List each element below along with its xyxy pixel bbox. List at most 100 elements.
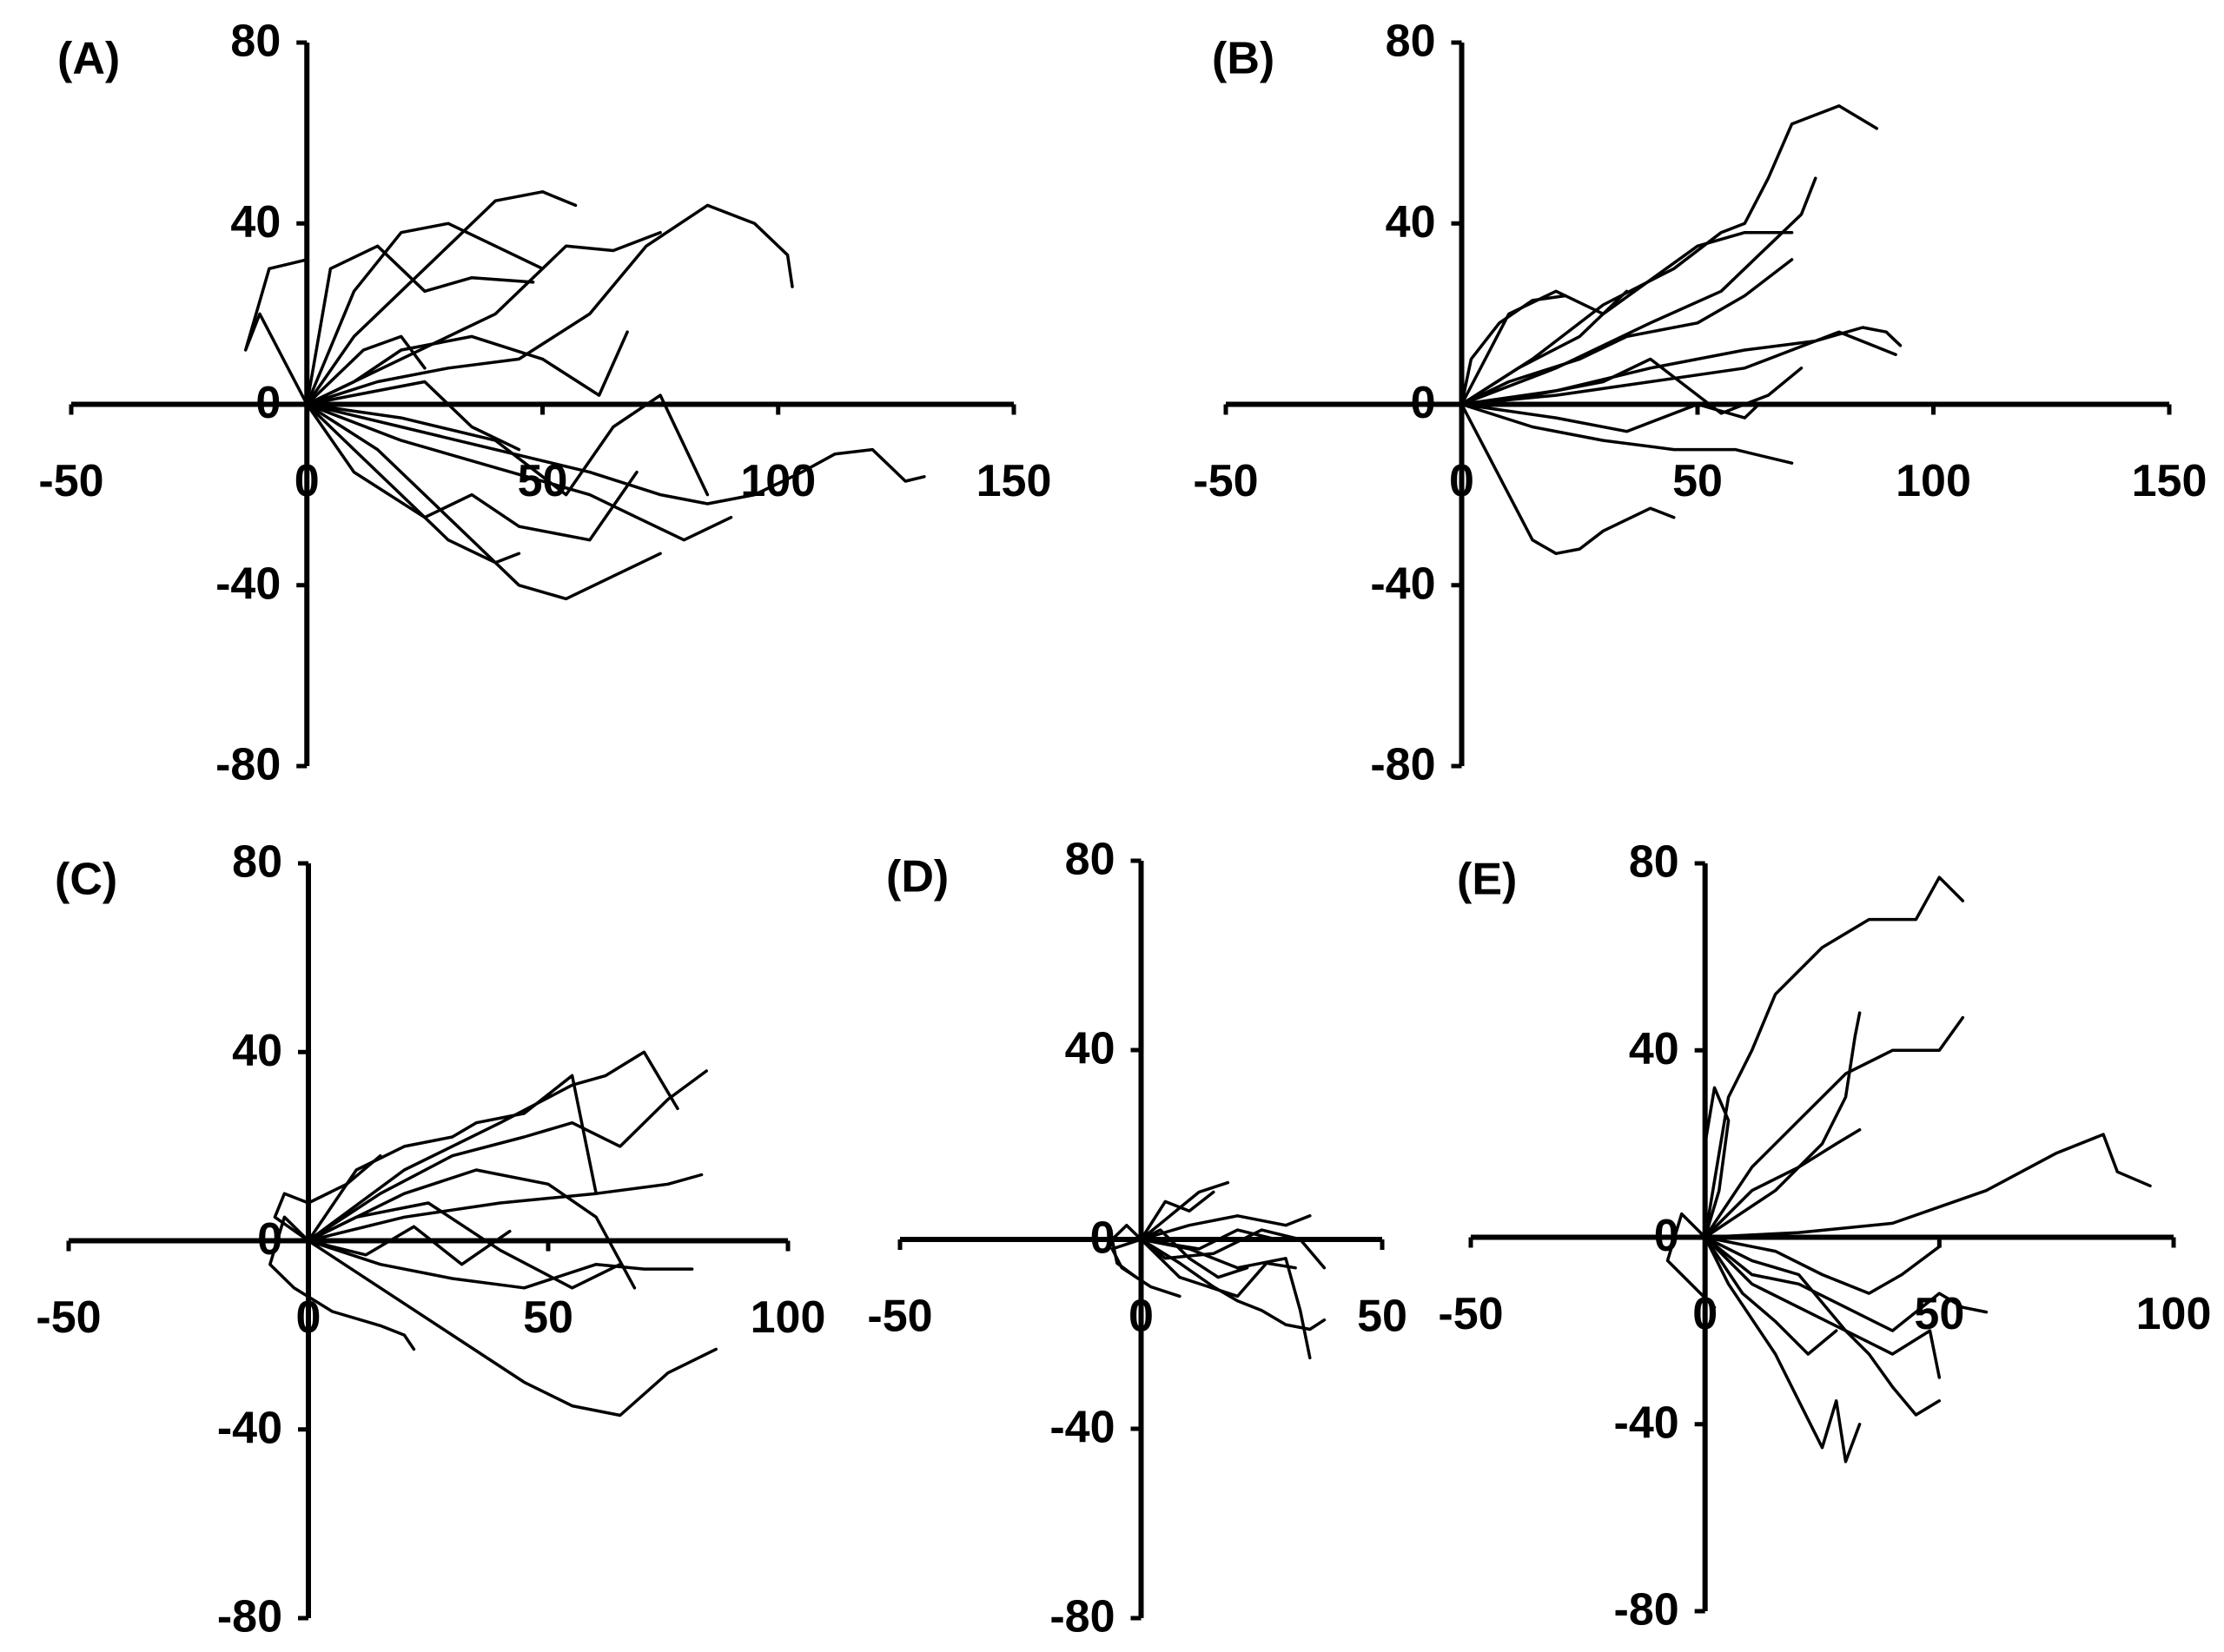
track (1460, 330, 1897, 406)
track (1460, 258, 1794, 406)
track (307, 1201, 622, 1290)
x-tick-label: 50 (1914, 1289, 1964, 1339)
y-tick-label: 80 (1629, 837, 1679, 888)
y-tick-label: 0 (1411, 378, 1436, 428)
y-tick-label: 0 (1654, 1211, 1679, 1261)
track (305, 402, 662, 601)
track (305, 402, 926, 506)
y-tick-label: -80 (1614, 1585, 1679, 1635)
track (243, 258, 309, 406)
track (1460, 402, 1761, 433)
y-tick-label: -80 (1370, 740, 1435, 790)
track (305, 203, 794, 406)
track (1460, 230, 1794, 406)
x-tick-label: -50 (38, 456, 103, 506)
track (305, 244, 535, 406)
track (307, 1239, 718, 1417)
y-tick-label: -40 (217, 1403, 282, 1453)
track (1703, 1235, 1942, 1295)
track (1703, 1235, 1838, 1356)
y-tick-label: 0 (257, 1214, 282, 1265)
x-tick-label: 100 (740, 456, 816, 506)
track (1139, 1180, 1230, 1241)
y-tick-label: 40 (1629, 1024, 1679, 1074)
track (1139, 1228, 1327, 1270)
y-tick-label: -80 (217, 1592, 282, 1642)
y-tick-label: 80 (230, 17, 281, 67)
track (1139, 1238, 1297, 1298)
track (1703, 1235, 1942, 1379)
track (1703, 876, 1965, 1239)
y-tick-label: 80 (232, 837, 282, 888)
y-tick-label: -40 (1049, 1403, 1115, 1453)
track (307, 1050, 679, 1243)
track (268, 1215, 416, 1351)
track (1460, 326, 1903, 406)
track (305, 402, 639, 542)
y-tick-label: 40 (232, 1026, 282, 1076)
y-tick-label: 0 (255, 378, 281, 428)
track (307, 1239, 694, 1290)
track (305, 393, 710, 497)
x-tick-label: 0 (295, 456, 320, 506)
track (305, 221, 545, 406)
panel-label: (D) (886, 852, 949, 902)
x-tick-label: 0 (1449, 456, 1474, 506)
track (305, 380, 521, 452)
panel: -80 -40 0 40 80 -50 0 50 100 150 (A) (38, 17, 1051, 790)
y-tick-label: 40 (230, 197, 281, 248)
x-tick-label: 0 (1692, 1289, 1718, 1339)
x-tick-label: 150 (2132, 456, 2207, 506)
x-tick-label: 150 (976, 456, 1052, 506)
track (1460, 294, 1567, 406)
track (305, 190, 578, 406)
x-tick-label: 100 (1896, 456, 1971, 506)
track (1460, 289, 1629, 406)
x-tick-label: 50 (523, 1292, 573, 1343)
y-tick-label: 40 (1386, 197, 1436, 248)
track (307, 1168, 637, 1290)
track (1139, 1214, 1312, 1241)
track (1460, 104, 1879, 406)
track (307, 1225, 512, 1266)
y-tick-label: -80 (215, 740, 281, 790)
y-tick-label: -40 (215, 558, 281, 609)
x-tick-label: 50 (518, 456, 568, 506)
x-tick-label: -50 (1438, 1289, 1503, 1339)
x-tick-label: 0 (296, 1292, 321, 1343)
y-tick-label: -40 (1614, 1398, 1679, 1448)
track (1703, 1235, 1989, 1332)
track (1703, 1235, 1862, 1464)
track (1460, 357, 1804, 415)
y-tick-label: 80 (1065, 835, 1115, 885)
track (1460, 402, 1794, 465)
track (307, 1074, 598, 1243)
y-tick-label: 0 (1090, 1213, 1115, 1264)
x-tick-label: 100 (2136, 1289, 2212, 1339)
track (1665, 1212, 1717, 1309)
panel: -80 -40 0 40 80 -50 0 50 100 150 (B) (1193, 17, 2207, 790)
y-tick-label: -80 (1049, 1592, 1115, 1642)
x-tick-label: -50 (867, 1292, 932, 1342)
track (1703, 1086, 1731, 1239)
track (307, 1069, 708, 1243)
track (1703, 1015, 1965, 1239)
track (1139, 1228, 1249, 1279)
x-tick-label: -50 (36, 1292, 101, 1343)
track (305, 402, 733, 542)
track (305, 230, 662, 406)
track (305, 330, 629, 406)
panel: -80 -40 0 40 80 -50 0 50 (D) (867, 835, 1407, 1642)
panel-label: (B) (1212, 34, 1274, 84)
x-tick-label: 50 (1672, 456, 1723, 506)
x-tick-label: 50 (1357, 1292, 1407, 1342)
track (307, 1173, 704, 1243)
track (273, 1153, 382, 1243)
x-tick-label: 0 (1129, 1292, 1154, 1342)
track (1139, 1238, 1327, 1332)
panel-label: (C) (55, 855, 117, 905)
y-tick-label: 40 (1065, 1024, 1115, 1074)
panel: -80 -40 0 40 80 -50 0 50 100 (E) (1438, 837, 2211, 1635)
x-tick-label: -50 (1193, 456, 1258, 506)
